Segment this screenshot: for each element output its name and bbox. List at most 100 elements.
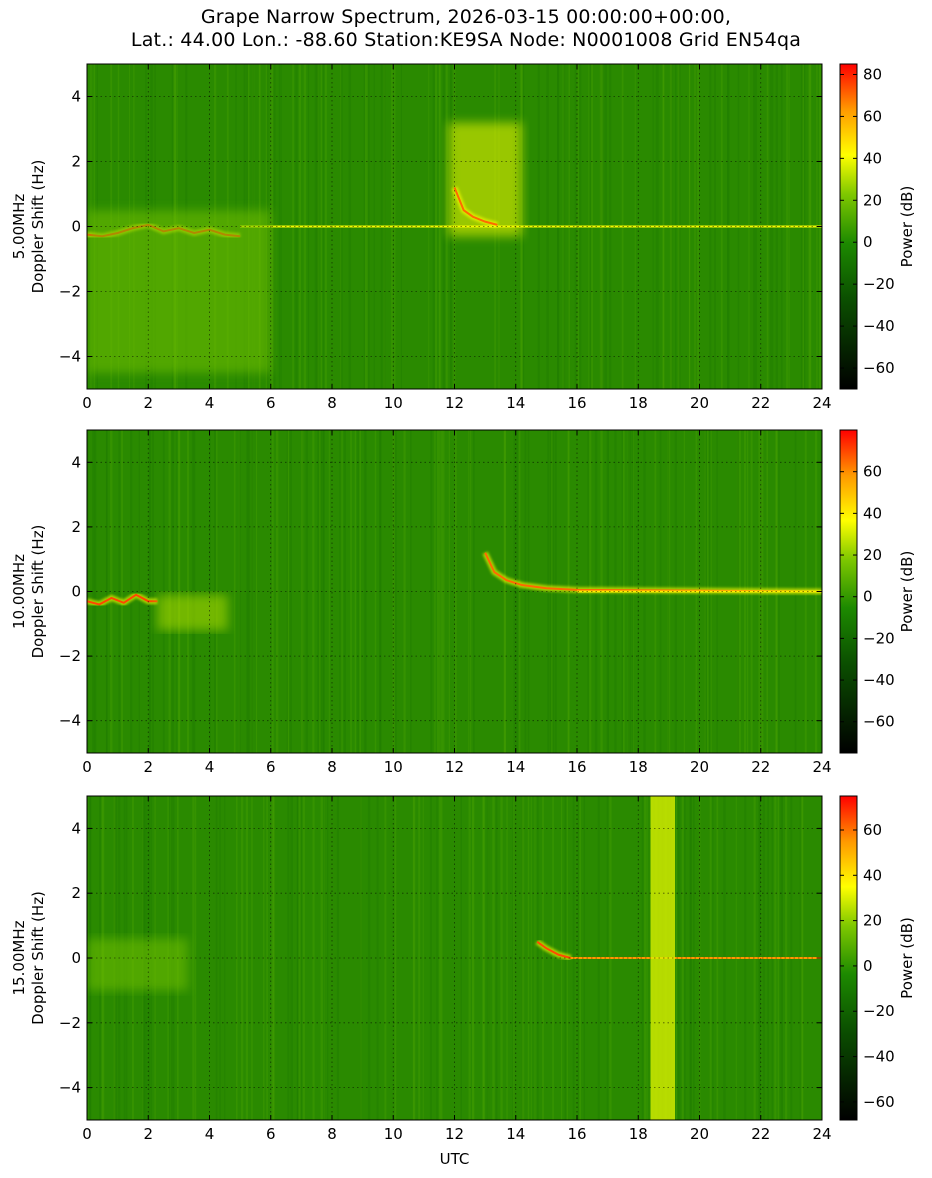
y-axis-frequency-label: 15.00MHz — [10, 920, 28, 995]
x-tick-label: 0 — [82, 1125, 92, 1143]
heatmap-streak — [488, 796, 491, 1120]
colorbar-label: Power (dB) — [898, 551, 916, 633]
x-tick-label: 10 — [384, 1125, 403, 1143]
x-tick-label: 20 — [690, 1125, 709, 1143]
heatmap-streak — [367, 796, 371, 1120]
y-axis-label: Doppler Shift (Hz) — [29, 891, 47, 1025]
heatmap-streak — [503, 430, 507, 753]
heatmap-streak — [290, 796, 293, 1120]
heatmap-streak — [530, 796, 532, 1120]
colorbar-tick-label: 60 — [863, 463, 882, 481]
heatmap-streak — [191, 430, 195, 753]
x-tick-label: 6 — [266, 1125, 276, 1143]
colorbar-tick-label: −40 — [863, 317, 895, 335]
heatmap-streak — [251, 430, 253, 753]
heatmap-streak — [503, 430, 506, 753]
colorbar-label: Power (dB) — [898, 917, 916, 999]
x-tick-label: 24 — [812, 1125, 831, 1143]
colorbar-tick-label: −40 — [863, 1048, 895, 1066]
heatmap-streak — [472, 796, 474, 1120]
colorbar-tick-label: 0 — [863, 233, 873, 251]
x-tick-label: 4 — [205, 758, 215, 776]
heatmap-streak — [376, 796, 379, 1120]
heatmap-streak — [409, 430, 412, 753]
spread-region — [87, 938, 189, 991]
heatmap-streak — [418, 796, 421, 1120]
heatmap-streak — [324, 796, 326, 1120]
x-tick-label: 20 — [690, 394, 709, 412]
carrier-trace — [453, 187, 498, 226]
heatmap-streak — [301, 430, 304, 753]
x-tick-label: 24 — [812, 394, 831, 412]
x-tick-label: 10 — [384, 394, 403, 412]
x-tick-label: 14 — [506, 394, 525, 412]
x-tick-label: 16 — [567, 758, 586, 776]
heatmap-streak — [301, 430, 304, 753]
heatmap-streak — [129, 430, 133, 753]
heatmap-streak — [233, 430, 236, 753]
y-tick-label: −2 — [59, 283, 81, 301]
heatmap-streak — [240, 796, 244, 1120]
colorbar-tick-label: 20 — [863, 191, 882, 209]
heatmap-streak — [214, 430, 217, 753]
colorbar-tick-label: 40 — [863, 504, 882, 522]
heatmap-streak — [192, 796, 195, 1120]
heatmap-streak — [215, 796, 218, 1120]
y-axis-frequency-label: 10.00MHz — [10, 554, 28, 629]
heatmap-streak — [105, 430, 108, 753]
x-tick-label: 4 — [205, 1125, 215, 1143]
heatmap-streak — [360, 796, 362, 1120]
heatmap-streak — [287, 430, 290, 753]
colorbar-tick-label: 0 — [863, 957, 873, 975]
heatmap-streak — [516, 430, 519, 753]
colorbar — [839, 795, 858, 1121]
heatmap-streak — [148, 430, 151, 753]
heatmap-streak — [251, 796, 253, 1120]
colorbar-tick-label: 40 — [863, 866, 882, 884]
x-tick-label: 2 — [143, 394, 153, 412]
colorbar-label: Power (dB) — [898, 186, 916, 268]
colorbar-tick-label: 40 — [863, 149, 882, 167]
heatmap-streak — [245, 796, 249, 1120]
x-tick-label: 0 — [82, 758, 92, 776]
colorbar — [839, 429, 858, 754]
heatmap-streak — [286, 430, 288, 753]
colorbar-tick-label: −60 — [863, 359, 895, 377]
y-tick-label: 4 — [71, 453, 81, 471]
colorbar-tick-label: −20 — [863, 1002, 895, 1020]
heatmap-streak — [413, 796, 416, 1120]
colorbar-tick-label: 20 — [863, 546, 882, 564]
y-tick-label: −4 — [59, 1079, 81, 1097]
heatmap-streak — [363, 430, 366, 753]
heatmap-streak — [512, 796, 514, 1120]
heatmap-streak — [187, 430, 190, 753]
y-tick-label: −2 — [59, 647, 81, 665]
heatmap-streak — [440, 430, 444, 753]
y-tick-label: 2 — [71, 153, 81, 171]
y-tick-label: 2 — [71, 518, 81, 536]
heatmap-streak — [412, 796, 415, 1120]
x-tick-label: 22 — [751, 1125, 770, 1143]
x-tick-label: 8 — [327, 758, 337, 776]
heatmap-streak — [448, 430, 450, 753]
y-tick-label: 0 — [71, 583, 81, 601]
y-tick-label: 0 — [71, 949, 81, 967]
heatmap-streak — [521, 796, 524, 1120]
heatmap-streak — [93, 430, 96, 753]
heatmap-streak — [193, 430, 196, 753]
heatmap-streak — [299, 796, 303, 1120]
heatmap-streak — [512, 796, 515, 1120]
heatmap-streak — [319, 430, 321, 753]
heatmap-streak — [429, 796, 432, 1120]
chart-title-line-2: Lat.: 44.00 Lon.: -88.60 Station:KE9SA N… — [130, 29, 802, 51]
heatmap-streak — [178, 430, 181, 753]
colorbar-tick-label: 80 — [863, 65, 882, 83]
spread-region — [157, 594, 228, 631]
heatmap-streak — [365, 430, 367, 753]
heatmap-streak — [495, 796, 498, 1120]
x-tick-label: 8 — [327, 1125, 337, 1143]
heatmap-streak — [403, 430, 406, 753]
heatmap-streak — [247, 430, 250, 753]
heatmap-streak — [492, 796, 495, 1120]
